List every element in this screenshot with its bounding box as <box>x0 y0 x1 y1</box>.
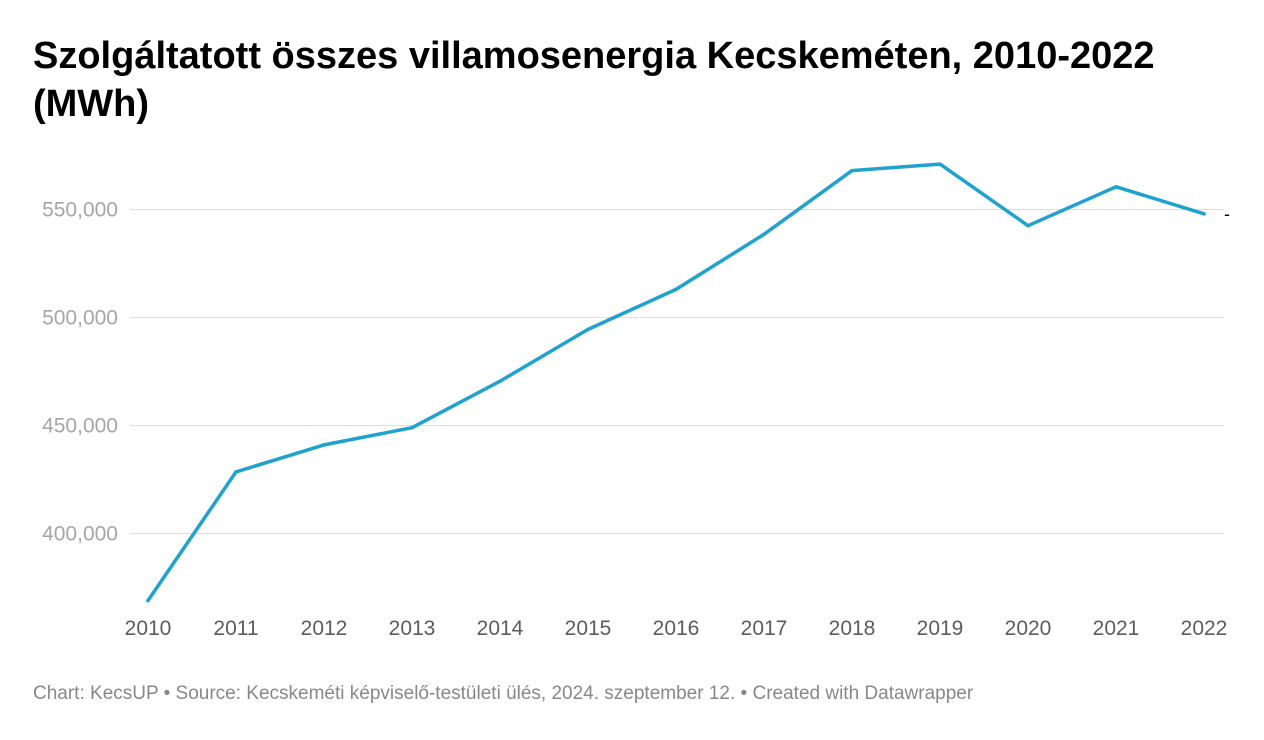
x-tick-label: 2019 <box>917 617 964 640</box>
x-tick-label: 2020 <box>1005 617 1052 640</box>
data-point <box>586 327 590 332</box>
footer-source: Source: Kecskeméti képviselő-testületi ü… <box>175 683 736 704</box>
series-end-label: - <box>1224 204 1230 224</box>
data-point <box>498 379 502 384</box>
x-tick-label: 2022 <box>1181 617 1228 640</box>
series-layer: - <box>146 162 1230 603</box>
x-axis-ticks: 2010 2011 2012 2013 2014 2015 2016 2017 2018 2019… <box>125 617 1228 640</box>
x-tick-label: 2016 <box>653 617 700 640</box>
x-tick-label: 2014 <box>477 617 524 640</box>
x-tick-label: 2013 <box>389 617 436 640</box>
footer-chart-by: Chart: KecsUP <box>33 683 159 704</box>
y-tick-label: 550,000 <box>42 199 118 222</box>
x-tick-label: 2011 <box>213 617 258 640</box>
x-tick-label: 2015 <box>565 617 612 640</box>
x-tick-label: 2021 <box>1093 617 1140 640</box>
data-point <box>322 443 326 447</box>
x-tick-label: 2010 <box>125 617 172 640</box>
x-tick-label: 2017 <box>741 617 788 640</box>
data-point <box>1026 223 1030 228</box>
series-line <box>146 162 1206 603</box>
gridlines <box>130 209 1224 534</box>
data-point <box>1114 185 1118 189</box>
chart-title: Szolgáltatott összes villamosenergia Kec… <box>33 35 1155 125</box>
data-point <box>850 168 854 173</box>
y-axis-ticks: 400,000 450,000 500,000 550,000 <box>42 199 118 546</box>
data-point <box>234 470 238 474</box>
data-point <box>1202 212 1206 216</box>
footer-separator: • <box>735 683 753 704</box>
x-tick-label: 2018 <box>829 617 876 640</box>
data-point <box>410 425 414 430</box>
data-point <box>146 598 150 603</box>
footer-separator: • <box>158 683 176 704</box>
data-point <box>938 162 942 166</box>
x-tick-label: 2012 <box>301 617 348 640</box>
footer-credits: Chart: KecsUP • Source: Kecskeméti képvi… <box>33 683 973 705</box>
y-tick-label: 400,000 <box>42 523 118 546</box>
y-tick-label: 500,000 <box>42 307 118 330</box>
data-point <box>674 287 678 292</box>
y-tick-label: 450,000 <box>42 415 118 438</box>
footer-created-with: Created with Datawrapper <box>752 683 974 704</box>
data-point <box>762 232 766 237</box>
